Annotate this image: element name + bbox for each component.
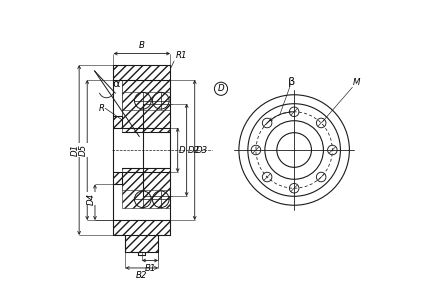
Text: D: D bbox=[179, 146, 186, 154]
Polygon shape bbox=[123, 92, 170, 116]
Text: B: B bbox=[139, 41, 145, 50]
Text: M: M bbox=[352, 78, 360, 87]
Text: α: α bbox=[112, 79, 119, 89]
Polygon shape bbox=[123, 110, 170, 132]
Polygon shape bbox=[123, 80, 170, 116]
Polygon shape bbox=[123, 184, 170, 208]
Polygon shape bbox=[113, 116, 123, 127]
Text: D1: D1 bbox=[71, 144, 80, 156]
Text: B2: B2 bbox=[136, 271, 147, 280]
Polygon shape bbox=[113, 220, 170, 235]
Polygon shape bbox=[123, 168, 170, 190]
Text: R: R bbox=[99, 104, 105, 113]
Polygon shape bbox=[126, 235, 158, 251]
Text: R1: R1 bbox=[176, 50, 187, 59]
Text: D4: D4 bbox=[87, 193, 96, 205]
Text: D2: D2 bbox=[188, 146, 200, 154]
Polygon shape bbox=[113, 65, 170, 80]
Text: D5: D5 bbox=[79, 144, 88, 156]
Text: D3: D3 bbox=[196, 146, 208, 154]
Text: D: D bbox=[218, 84, 224, 93]
Polygon shape bbox=[123, 80, 170, 125]
Text: B1: B1 bbox=[144, 264, 156, 273]
Text: β: β bbox=[287, 77, 295, 87]
Polygon shape bbox=[113, 172, 123, 184]
